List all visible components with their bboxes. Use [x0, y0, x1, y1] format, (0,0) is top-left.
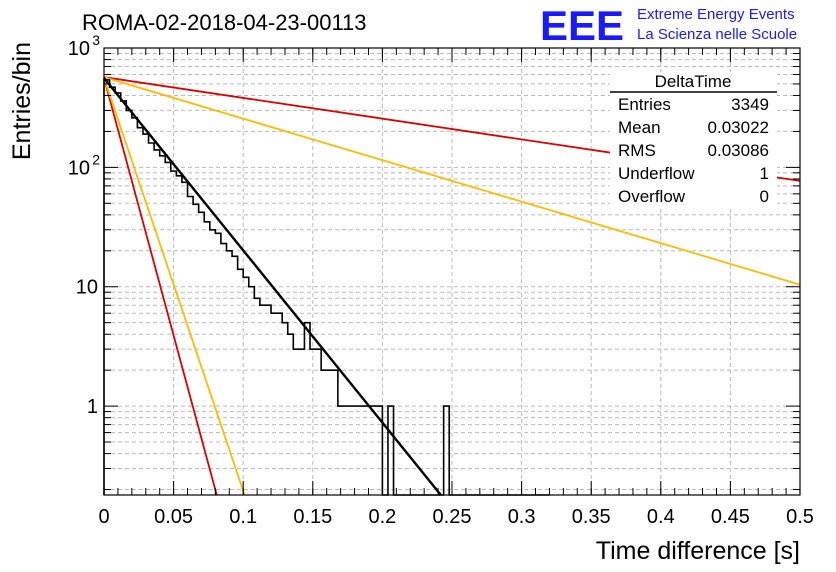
- x-tick-label: 0.15: [293, 506, 332, 528]
- stats-label-underflow: Underflow: [618, 164, 695, 183]
- stats-value-entries: 3349: [731, 95, 769, 114]
- x-tick-labels: 0 0.05 0.1 0.15 0.2 0.25 0.3 0.35 0.4 0.45 0.5: [98, 506, 813, 528]
- x-tick-label: 0.3: [508, 506, 536, 528]
- error-band-line: [103, 77, 218, 496]
- x-tick-label: 0.35: [572, 506, 611, 528]
- y-tick-label: 10: [76, 277, 98, 299]
- stats-label-entries: Entries: [618, 95, 671, 114]
- x-tick-label: 0.05: [154, 506, 193, 528]
- stats-rows: Entries 3349 Mean 0.03022 RMS 0.03086 Underflo…: [618, 95, 769, 206]
- stats-label-mean: Mean: [618, 118, 661, 137]
- error-band-line: [103, 76, 801, 286]
- x-axis-title: Time difference [s]: [596, 537, 800, 565]
- stats-label-overflow: Overflow: [618, 187, 686, 206]
- y-axis-title: Entries/bin: [8, 42, 36, 160]
- y-tick-label: 10: [68, 38, 90, 60]
- error-band-line: [103, 77, 246, 496]
- x-tick-label: 0.45: [711, 506, 750, 528]
- x-tick-label: 0.1: [229, 506, 257, 528]
- logo-line-1: Extreme Energy Events: [637, 6, 795, 23]
- x-tick-label: 0: [98, 506, 109, 528]
- x-tick-label: 0.2: [368, 506, 396, 528]
- x-tick-label: 0.25: [433, 506, 472, 528]
- y-tick-exponent: 2: [92, 151, 100, 167]
- y-tick-label: 10: [68, 157, 90, 179]
- chart-title: ROMA-02-2018-04-23-00113: [82, 10, 367, 35]
- x-tick-label: 0.4: [647, 506, 675, 528]
- stats-box: DeltaTime Entries 3349 Mean 0.03022 RMS 0.030…: [610, 72, 777, 208]
- stats-value-mean: 0.03022: [708, 118, 769, 137]
- stats-label-rms: RMS: [618, 141, 656, 160]
- stats-box-bg: [610, 72, 777, 208]
- stats-value-rms: 0.03086: [708, 141, 769, 160]
- y-tick-label: 1: [87, 396, 98, 418]
- eee-logo: EEE Extreme Energy Events La Scienza nel…: [540, 2, 797, 49]
- axis-ticks: [103, 48, 801, 495]
- x-tick-label: 0.5: [786, 506, 814, 528]
- stats-box-name: DeltaTime: [655, 72, 732, 91]
- logo-mark: EEE: [540, 2, 624, 49]
- logo-line-2: La Scienza nelle Scuole: [637, 26, 797, 43]
- fit-line: [103, 77, 442, 496]
- stats-value-underflow: 1: [760, 164, 769, 183]
- grid-lines: [104, 48, 800, 495]
- y-tick-exponent: 3: [92, 32, 100, 48]
- stats-value-overflow: 0: [760, 187, 769, 206]
- histogram-step: [103, 79, 550, 496]
